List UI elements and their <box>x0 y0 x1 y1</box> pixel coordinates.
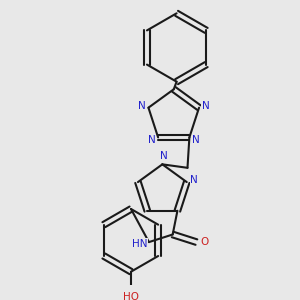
Text: N: N <box>148 135 155 145</box>
Text: HN: HN <box>132 239 147 249</box>
Text: N: N <box>190 175 198 185</box>
Text: N: N <box>138 101 146 111</box>
Text: N: N <box>192 135 200 145</box>
Text: O: O <box>200 237 208 247</box>
Text: HO: HO <box>123 292 139 300</box>
Text: N: N <box>202 101 210 111</box>
Text: N: N <box>160 151 168 161</box>
